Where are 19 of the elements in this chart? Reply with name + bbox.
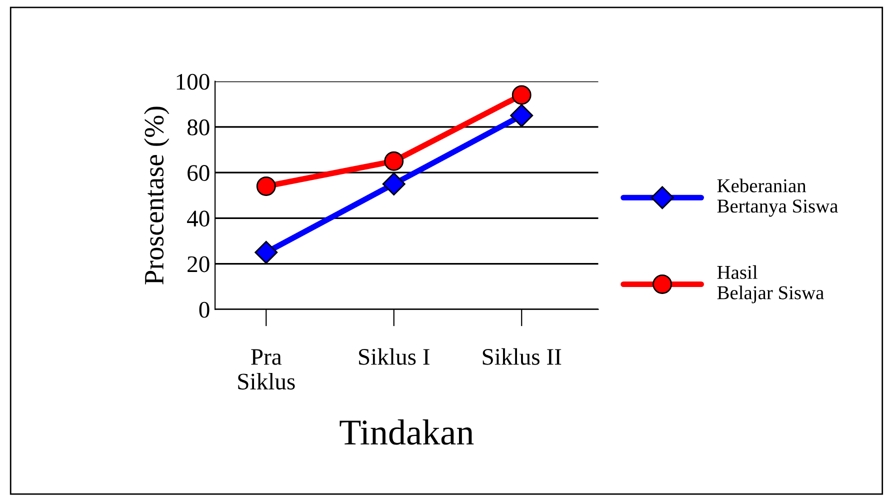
point bbox=[510, 104, 534, 128]
y-tick-label: 80 bbox=[187, 119, 210, 136]
y-tick-label: 20 bbox=[188, 256, 210, 272]
y-tick-label: 100 bbox=[176, 74, 210, 90]
point bbox=[384, 151, 404, 171]
y-tick-label: 40 bbox=[187, 210, 210, 227]
point bbox=[512, 85, 532, 105]
point bbox=[256, 176, 276, 196]
x-axis-title: Tindakan bbox=[340, 419, 474, 445]
x-tick-label: Siklus II bbox=[482, 348, 562, 365]
y-axis-title: Proscentase (%) bbox=[144, 106, 170, 284]
y-tick-label: 60 bbox=[188, 165, 210, 181]
y-tick-label: 0 bbox=[199, 302, 210, 318]
legend-label: Keberanian Bertanya Siswa bbox=[717, 178, 838, 217]
x-tick-label: Siklus I bbox=[359, 348, 430, 365]
x-tick-label: Pra Siklus bbox=[238, 349, 295, 390]
point bbox=[254, 240, 278, 264]
point bbox=[382, 172, 406, 196]
legend-label: Hasil Belajar Siswa bbox=[717, 265, 824, 304]
